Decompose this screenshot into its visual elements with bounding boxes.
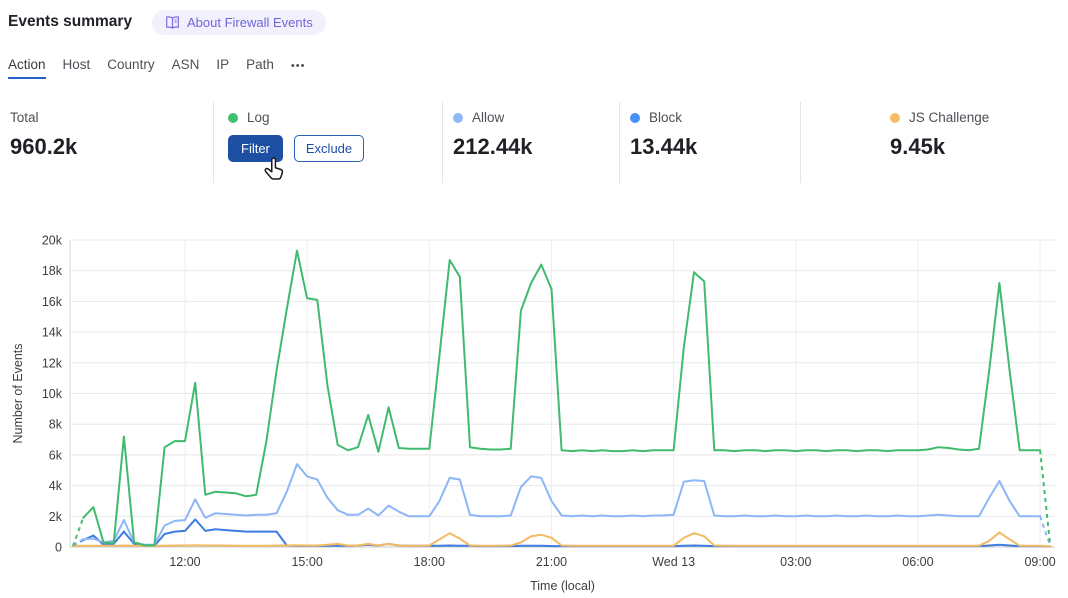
x-tick-label: 18:00 (414, 555, 445, 569)
y-tick-label: 8k (49, 418, 63, 432)
tab-country[interactable]: Country (107, 57, 155, 72)
y-tick-label: 0 (55, 541, 62, 555)
y-tick-label: 16k (42, 295, 63, 309)
series-line-log-dashed-start (72, 517, 85, 547)
card-divider (619, 102, 620, 183)
legend-dot-allow (453, 112, 463, 123)
more-tabs-ellipsis-icon[interactable]: ••• (290, 60, 306, 72)
series-line-log-dashed-end (1039, 450, 1052, 547)
exclude-button[interactable]: Exclude (293, 135, 365, 162)
filter-button[interactable]: Filter (228, 135, 283, 162)
y-tick-label: 18k (42, 264, 63, 278)
summary-card-block[interactable]: Block 13.44k (630, 110, 697, 160)
y-tick-label: 2k (49, 510, 63, 524)
total-label: Total (10, 110, 39, 125)
y-tick-label: 20k (42, 234, 63, 248)
tab-action[interactable]: Action (8, 57, 46, 79)
summary-card-js-challenge[interactable]: JS Challenge 9.45k (890, 110, 989, 160)
summary-card-total: Total 960.2k (10, 110, 77, 160)
series-line-log (82, 249, 1042, 547)
total-value: 960.2k (10, 134, 78, 159)
x-tick-label: Wed 13 (652, 555, 695, 569)
series-line-allow-dashed-end (1039, 515, 1052, 547)
y-tick-label: 12k (42, 356, 63, 370)
about-firewall-events-badge[interactable]: About Firewall Events (152, 10, 326, 35)
y-tick-label: 14k (42, 326, 63, 340)
series-line-allow (82, 463, 1042, 546)
card-divider (800, 102, 801, 183)
dimension-tabs: Action Host Country ASN IP Path ••• (8, 57, 305, 79)
page-title: Events summary (8, 13, 133, 30)
series-line-js-challenge (72, 531, 1052, 548)
js-challenge-label: JS Challenge (909, 110, 990, 125)
card-divider (213, 102, 214, 183)
legend-dot-js-challenge (890, 112, 900, 123)
js-challenge-value: 9.45k (890, 134, 946, 159)
x-tick-label: 09:00 (1024, 555, 1055, 569)
tab-host[interactable]: Host (62, 57, 91, 72)
x-tick-label: 06:00 (902, 555, 933, 569)
tab-path[interactable]: Path (246, 57, 274, 72)
log-label: Log (247, 110, 270, 125)
series-line-block (82, 518, 1052, 548)
tab-asn[interactable]: ASN (171, 57, 200, 72)
card-divider (442, 102, 443, 183)
y-tick-label: 6k (49, 448, 63, 462)
legend-dot-block (630, 112, 640, 123)
x-tick-label: 21:00 (536, 555, 567, 569)
block-label: Block (649, 110, 683, 125)
x-tick-label: 15:00 (291, 555, 322, 569)
y-tick-label: 10k (42, 387, 63, 401)
allow-value: 212.44k (453, 134, 533, 159)
block-value: 13.44k (630, 134, 698, 159)
legend-dot-log (228, 112, 238, 123)
summary-card-log[interactable]: Log Filter Exclude (228, 110, 365, 162)
summary-card-allow[interactable]: Allow 212.44k (453, 110, 533, 160)
y-axis-title: Number of Events (11, 343, 25, 443)
book-icon (166, 16, 179, 29)
y-tick-label: 4k (49, 479, 63, 493)
about-badge-label: About Firewall Events (187, 15, 313, 30)
x-tick-label: 03:00 (780, 555, 811, 569)
tab-ip[interactable]: IP (216, 57, 230, 72)
x-axis-title: Time (local) (530, 579, 595, 593)
x-tick-label: 12:00 (169, 555, 200, 569)
events-time-series-chart[interactable]: 0 2k 4k 6k 8k 10k 12k 14k 16k 18k 20k 12:00 15:00 18:… (0, 225, 1068, 598)
allow-label: Allow (472, 110, 505, 125)
